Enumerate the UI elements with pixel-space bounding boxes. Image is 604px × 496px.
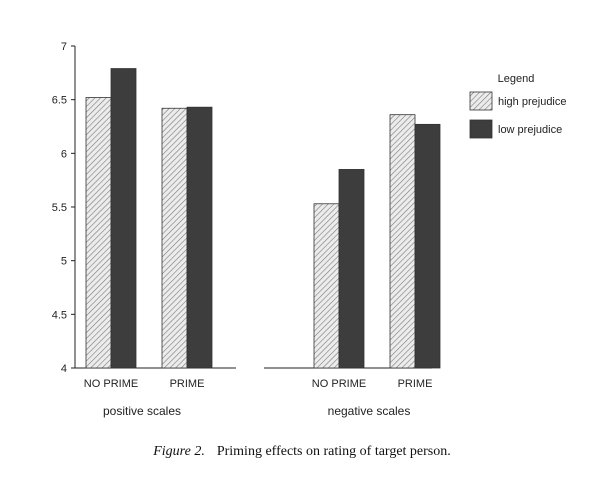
legend-title: Legend [498, 73, 535, 85]
y-tick-label: 6 [61, 148, 67, 160]
caption-label: Figure 2. [153, 444, 205, 459]
legend-swatch-low-prejudice [469, 119, 493, 139]
x-category-label: NO PRIME [84, 378, 138, 390]
figure-caption: Figure 2. Priming effects on rating of ta… [0, 444, 604, 460]
x-group-label: negative scales [328, 404, 411, 418]
bar-low-prejudice [186, 106, 213, 369]
y-tick-label: 4 [61, 363, 67, 375]
x-category-label: NO PRIME [312, 378, 366, 390]
legend-swatch-high-prejudice [469, 91, 493, 111]
caption-text: Priming effects on rating of target pers… [216, 444, 451, 459]
y-tick-label: 5 [61, 256, 67, 268]
chart: 4 4.5 5 5.5 6 6.5 7 NO PRIME PRIME NO PRIME PRIME… [52, 41, 567, 418]
y-tick-label: 5.5 [52, 202, 67, 214]
y-tick-label: 7 [61, 41, 67, 53]
legend-label: low prejudice [498, 124, 562, 136]
bar-high-prejudice [389, 114, 416, 369]
bar-low-prejudice [110, 68, 137, 369]
y-tick-label: 4.5 [52, 309, 67, 321]
bar-high-prejudice [161, 107, 188, 369]
y-tick-label: 6.5 [52, 95, 67, 107]
x-category-label: PRIME [170, 378, 205, 390]
x-category-label: PRIME [398, 378, 433, 390]
bar-low-prejudice [414, 123, 441, 369]
bar-high-prejudice [85, 97, 112, 369]
legend-label: high prejudice [498, 96, 567, 108]
bar-high-prejudice [313, 203, 340, 369]
legend: Legend high prejudice low prejudice [469, 73, 567, 139]
bar-low-prejudice [338, 169, 365, 369]
x-group-label: positive scales [103, 404, 181, 418]
